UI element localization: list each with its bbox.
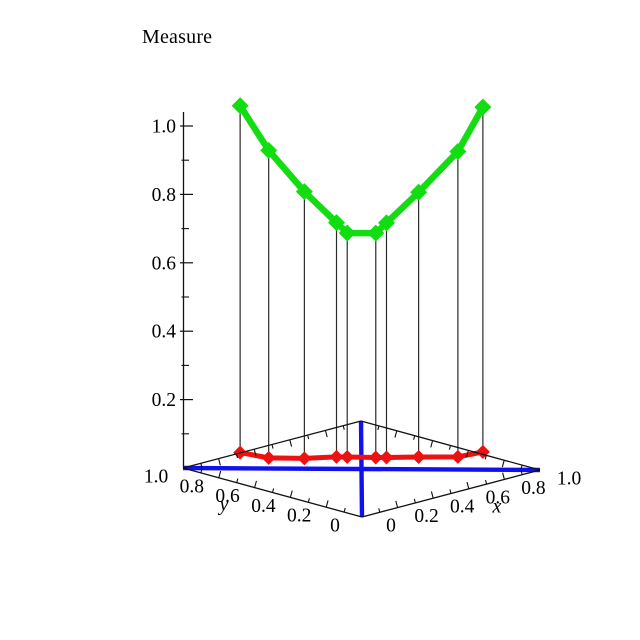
base-tick (502, 472, 505, 480)
red-series-marker (379, 450, 394, 465)
y-tick-label: 1.0 (144, 467, 168, 488)
red-series-marker (261, 450, 276, 465)
x-axis-title: x (492, 495, 502, 518)
base-tick (413, 498, 416, 504)
base-tick (325, 500, 329, 508)
base-tick (324, 430, 328, 438)
base-tick (271, 488, 275, 493)
base-tick (377, 425, 380, 431)
x-tick-label: 0 (386, 516, 396, 537)
x-tick-label: 0.2 (414, 506, 438, 527)
base-diagonal-line (358, 420, 365, 518)
y-tick-label: 0.4 (251, 496, 276, 517)
z-tick-label: 0.8 (152, 185, 176, 206)
x-tick-label: 1.0 (557, 469, 581, 490)
base-tick (520, 470, 523, 475)
base-tick (218, 458, 221, 466)
green-series-marker (231, 97, 249, 115)
base-tick (395, 500, 399, 508)
base-tick (236, 478, 239, 483)
base-tick (271, 444, 274, 449)
red-series-marker (297, 451, 312, 466)
green-series-marker (295, 183, 313, 201)
base-tick (466, 481, 470, 489)
z-tick-label: 0.6 (152, 253, 177, 274)
base-tick (520, 464, 523, 470)
green-series-marker (410, 183, 428, 201)
base-tick (466, 450, 469, 458)
y-tick-label: 0.2 (287, 506, 311, 527)
x-tick-label: 0.8 (521, 478, 545, 499)
base-tick (307, 498, 310, 503)
base-tick (254, 480, 257, 488)
x-tick-label: 0.6 (486, 487, 511, 508)
green-series-marker (474, 98, 492, 116)
base-tick (218, 470, 222, 478)
base-tick (413, 435, 416, 440)
red-series-marker (340, 449, 355, 464)
green-series-marker (377, 214, 395, 232)
red-series-marker (475, 444, 490, 459)
green-series-marker (449, 142, 467, 160)
base-tick (289, 490, 293, 498)
base-tick (394, 430, 398, 438)
base-tick (200, 463, 203, 468)
red-series-marker (450, 449, 465, 464)
base-tick (430, 491, 434, 499)
base-tick (235, 453, 239, 459)
base-tick (449, 489, 452, 494)
base-tick (343, 507, 346, 513)
base-tick (342, 425, 345, 430)
base-tick (484, 455, 487, 460)
x-tick-label: 0.4 (450, 497, 475, 518)
green-series-marker (260, 141, 278, 159)
base-tick (200, 468, 203, 474)
base-tick (501, 460, 505, 468)
base-tick (430, 440, 434, 448)
red-series-marker (329, 449, 344, 464)
y-tick-label: 0.6 (215, 486, 240, 507)
base-tick (448, 445, 452, 450)
y-tick-label: 0 (330, 516, 340, 537)
z-tick-label: 0.2 (152, 390, 176, 411)
chart-title: Measure (142, 26, 213, 48)
base-tick (289, 439, 293, 447)
base-tick (253, 449, 257, 457)
base-tick (307, 434, 310, 440)
red-series-marker (368, 450, 383, 465)
red-series-marker (411, 450, 426, 465)
base-tick (484, 479, 488, 485)
red-series-line (239, 449, 484, 461)
z-tick-label: 0.4 (152, 322, 177, 343)
green-series-line (237, 104, 486, 237)
green-series-marker (367, 224, 385, 242)
y-tick-label: 0.8 (180, 476, 204, 497)
base-tick (378, 508, 381, 513)
y-axis-title: y (219, 493, 229, 516)
z-tick-label: 1.0 (152, 117, 176, 138)
green-series-marker (338, 224, 356, 242)
green-series-marker (328, 214, 346, 232)
